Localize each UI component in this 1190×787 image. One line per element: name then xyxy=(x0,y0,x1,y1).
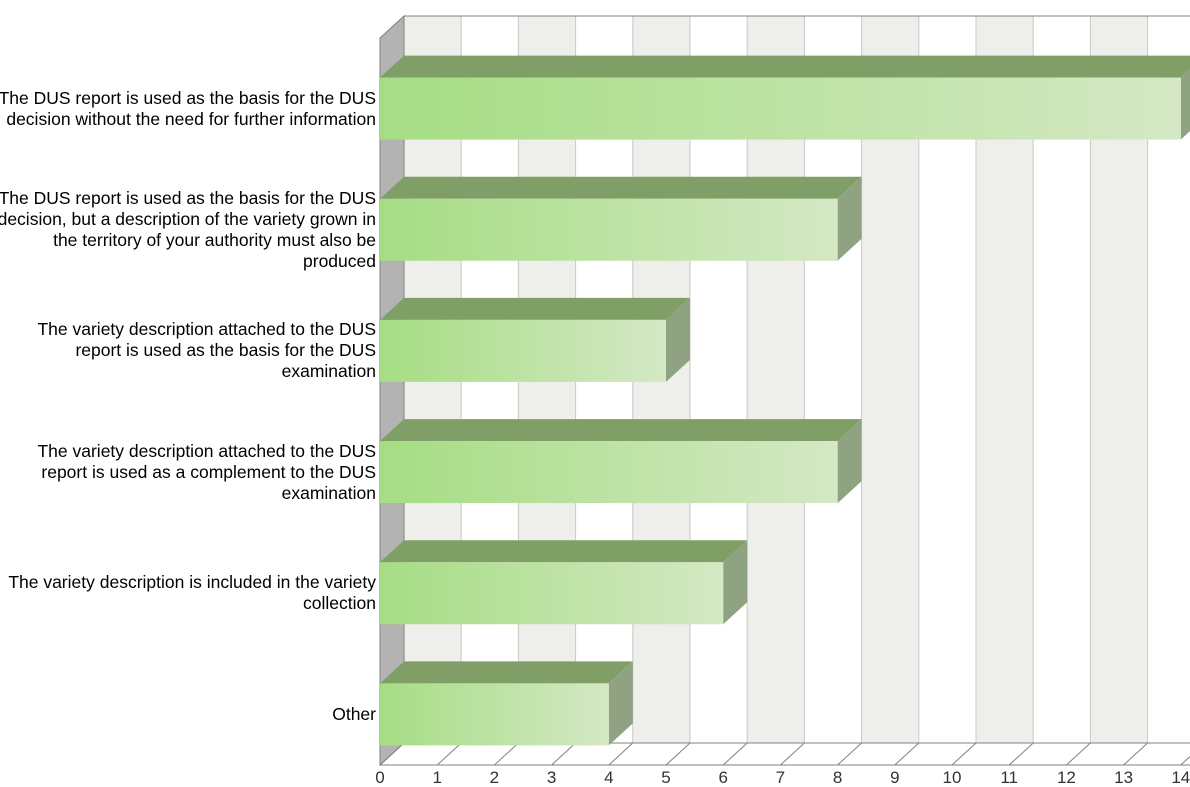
bar-top xyxy=(380,55,1190,78)
bar-side xyxy=(666,297,690,382)
x-tick-label: 5 xyxy=(661,768,670,787)
bar-side xyxy=(1180,69,1190,140)
category-label: The DUS report is used as the basis for … xyxy=(0,187,376,271)
x-tick-label: 9 xyxy=(890,768,899,787)
bar-top xyxy=(380,176,862,199)
floor-tick xyxy=(1008,742,1034,766)
category-label: The variety description attached to the … xyxy=(37,319,376,382)
bar-top xyxy=(380,419,862,442)
x-tick-label: 6 xyxy=(718,768,727,787)
x-tick-label: 4 xyxy=(604,768,613,787)
category-label: The variety description is included in t… xyxy=(8,572,376,614)
x-tick-label: 0 xyxy=(375,768,384,787)
bar-side xyxy=(837,176,862,261)
bar xyxy=(380,441,838,504)
floor-tick xyxy=(780,742,805,766)
x-tick-label: 14 xyxy=(1171,768,1190,787)
bar-top xyxy=(380,297,690,320)
x-tick-label: 3 xyxy=(547,768,556,787)
bar xyxy=(380,562,724,625)
floor-tick xyxy=(722,742,748,766)
x-tick-label: 12 xyxy=(1057,768,1076,787)
floor-tick xyxy=(1123,742,1148,766)
bar-top xyxy=(380,540,748,563)
floor-tick xyxy=(436,742,462,766)
floor-tick xyxy=(551,742,576,766)
floor-tick xyxy=(951,742,977,766)
floor-tick xyxy=(494,742,519,766)
floor-tick xyxy=(894,742,920,766)
bar-side xyxy=(608,661,633,746)
bar-side xyxy=(723,540,748,625)
x-tick-label: 13 xyxy=(1114,768,1133,787)
bar xyxy=(380,77,1181,140)
floor-tick xyxy=(1180,755,1190,766)
floor-tick xyxy=(1066,742,1091,766)
bar xyxy=(380,198,838,261)
category-label: The DUS report is used as the basis for … xyxy=(0,87,376,129)
floor-tick xyxy=(837,742,862,766)
bar-side xyxy=(837,419,862,504)
floor-tick xyxy=(379,742,405,766)
x-tick-label: 2 xyxy=(490,768,499,787)
bar-top xyxy=(380,661,633,684)
x-tick-label: 7 xyxy=(776,768,785,787)
category-label: The variety description attached to the … xyxy=(37,440,376,503)
floor-tick xyxy=(608,742,634,766)
bar xyxy=(380,683,609,746)
x-tick-label: 10 xyxy=(943,768,962,787)
x-tick-label: 11 xyxy=(1000,768,1018,787)
x-tick-label: 1 xyxy=(432,768,441,787)
floor-tick xyxy=(665,742,691,766)
bar xyxy=(380,319,666,382)
x-tick-label: 8 xyxy=(833,768,842,787)
category-label: Other xyxy=(332,703,376,724)
